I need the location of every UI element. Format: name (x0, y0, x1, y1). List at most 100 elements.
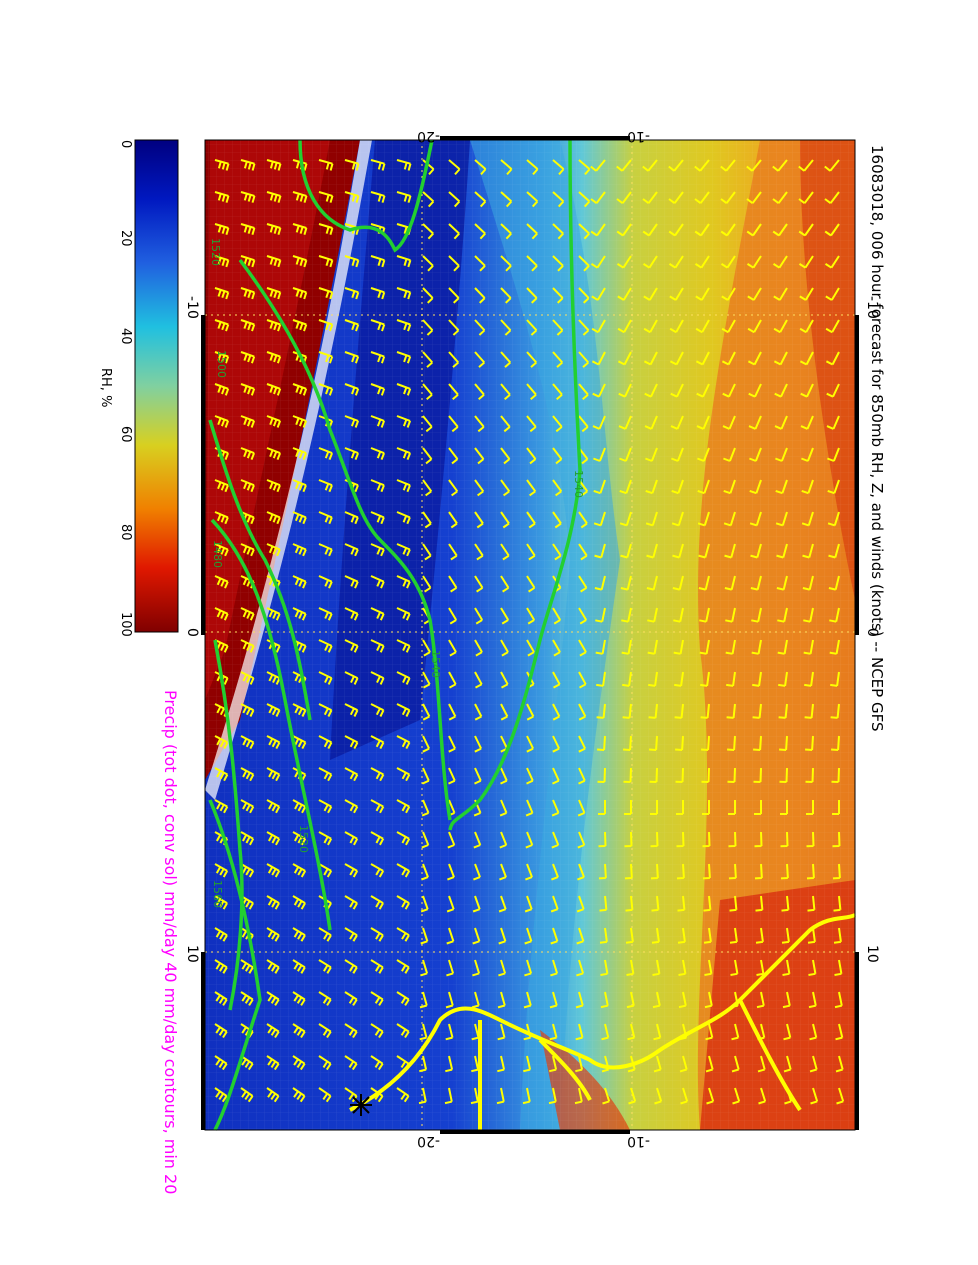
wind-barb (526, 319, 538, 336)
wind-barb (526, 255, 538, 272)
wind-barb (723, 511, 736, 527)
wind-barb (695, 351, 710, 366)
wind-barb (827, 447, 840, 462)
wind-barb (214, 1087, 228, 1103)
wind-barb (420, 959, 429, 977)
wind-barb (396, 447, 412, 460)
wind-barb (590, 255, 606, 269)
wind-barb (240, 255, 256, 268)
wind-barb (318, 575, 333, 589)
wind-barb (370, 735, 385, 750)
wind-barb (590, 223, 606, 237)
wind-barb (318, 1055, 332, 1071)
wind-barb (752, 703, 762, 719)
wind-barb (780, 800, 788, 815)
wind-barb (551, 799, 560, 817)
wind-barb (755, 927, 764, 944)
wind-barb (444, 1087, 453, 1105)
wind-barb (214, 639, 229, 653)
wind-barb (370, 831, 385, 846)
wind-barb (266, 383, 282, 396)
wind-barb (396, 543, 411, 557)
wind-barb (370, 287, 386, 300)
wind-barb (214, 543, 229, 557)
wind-barb (422, 575, 432, 593)
wind-barb (626, 959, 635, 976)
wind-barb (396, 831, 411, 846)
wind-barb (756, 991, 765, 1009)
wind-barb (725, 607, 736, 623)
wind-barb (651, 895, 660, 912)
wind-barb (578, 287, 590, 304)
wind-barb (645, 511, 658, 527)
wind-barb (621, 607, 632, 623)
wind-barb (214, 351, 230, 364)
wind-barb (292, 895, 306, 910)
wind-barb (642, 191, 658, 204)
wind-barb (500, 415, 511, 433)
wind-barb (754, 863, 763, 880)
wind-barb (645, 479, 658, 495)
wind-barb (724, 543, 736, 559)
wind-barb (578, 703, 587, 721)
wind-barb (799, 287, 814, 301)
wind-barb (649, 767, 658, 783)
wind-barb (240, 639, 255, 653)
wind-barb (500, 191, 513, 208)
wind-barb (448, 415, 459, 433)
wind-barb (757, 1055, 766, 1073)
wind-barb (578, 511, 588, 529)
wind-barb (448, 671, 457, 689)
wind-barb (801, 479, 814, 495)
wind-barb (292, 863, 307, 878)
wind-barb (746, 255, 762, 269)
wind-barb (830, 671, 840, 687)
lon-label-left: -10 (184, 296, 200, 319)
wind-barb (780, 831, 789, 848)
wind-barb (623, 735, 632, 751)
wind-barb (619, 479, 632, 495)
wind-barb (214, 319, 230, 332)
wind-barb (773, 319, 788, 334)
wind-barb (526, 735, 535, 753)
wind-barb (824, 223, 840, 237)
wind-barb (500, 575, 510, 593)
wind-barb (778, 671, 788, 687)
wind-barb (446, 959, 455, 977)
wind-barb (266, 767, 281, 782)
wind-barb (318, 159, 334, 171)
wind-barb (344, 767, 359, 782)
lon-label-right: 0 (864, 628, 880, 637)
wind-barb (292, 639, 307, 653)
wind-barb (318, 479, 333, 493)
wind-barb (474, 351, 486, 368)
wind-barb (526, 703, 535, 721)
wind-barb (522, 1087, 531, 1105)
wind-barb (591, 287, 606, 301)
wind-barb (731, 1023, 740, 1041)
wind-barb (729, 927, 738, 944)
wind-barb (318, 831, 333, 846)
wind-barb (669, 319, 684, 334)
wind-barb (825, 319, 840, 334)
wind-barb (753, 735, 762, 751)
wind-barb (799, 319, 814, 334)
wind-barb (596, 671, 606, 687)
wind-barb (599, 927, 608, 944)
wind-barb (831, 735, 840, 751)
wind-barb (578, 223, 590, 240)
wind-barb (552, 319, 564, 336)
wind-barb (524, 959, 533, 977)
wind-barb (344, 191, 360, 203)
wind-barb (292, 511, 307, 525)
wind-barb (240, 287, 256, 300)
wind-barb (697, 447, 710, 462)
wind-barb (731, 1055, 740, 1073)
wind-barb (592, 383, 606, 398)
wind-barb (749, 479, 762, 495)
wind-barb (240, 991, 254, 1006)
wind-barb (474, 767, 482, 785)
wind-barb (643, 287, 658, 301)
wind-barb (799, 351, 814, 366)
wind-barb (292, 735, 307, 750)
